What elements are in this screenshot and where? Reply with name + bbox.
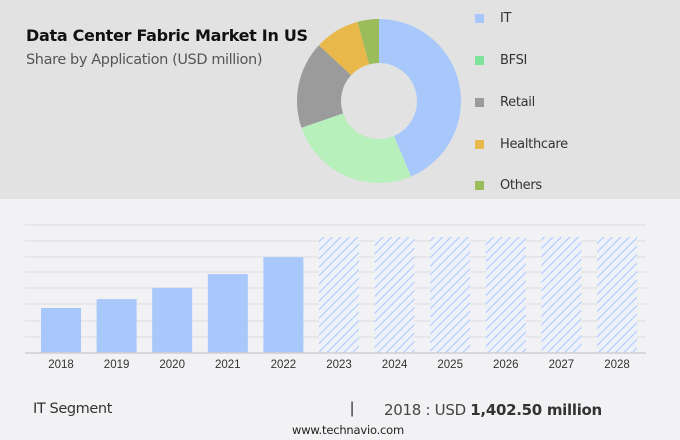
- chart-subtitle: Share by Application (USD million): [26, 52, 263, 68]
- legend-item-healthcare: Healthcare: [472, 135, 632, 155]
- legend-swatch-others: [475, 181, 484, 190]
- bar-2020: [152, 287, 193, 353]
- x-axis-label: 2020: [159, 359, 185, 371]
- legend-swatch-bfsi: [475, 56, 484, 65]
- segment-label: IT Segment: [33, 401, 112, 417]
- source-link[interactable]: www.technavio.com: [292, 423, 404, 437]
- donut-slice-retail: [297, 45, 352, 128]
- x-axis-label: 2027: [548, 359, 575, 371]
- chart-title: Data Center Fabric Market In US: [26, 26, 308, 45]
- legend-swatch-healthcare: [475, 140, 484, 149]
- bar-2022: [263, 257, 304, 353]
- x-axis-label: 2018: [48, 359, 74, 371]
- divider: |: [350, 400, 355, 417]
- x-axis-label: 2021: [215, 359, 241, 371]
- segment-value: 2018 : USD 1,402.50 million: [384, 401, 602, 419]
- bar-2024: [374, 237, 415, 353]
- legend-label: BFSI: [500, 53, 528, 68]
- legend-item-bfsi: BFSI: [472, 51, 632, 71]
- bar-2021: [207, 274, 248, 353]
- bar-2025: [430, 237, 471, 353]
- bar-chart: [25, 224, 646, 354]
- legend-label: Retail: [500, 95, 535, 110]
- donut-slice-others: [357, 19, 379, 65]
- x-axis-label: 2019: [103, 359, 130, 371]
- x-axis-label: 2024: [381, 359, 408, 371]
- donut-slice-healthcare: [318, 21, 370, 76]
- bar-2028: [597, 237, 637, 353]
- legend-label: Healthcare: [500, 137, 568, 152]
- x-axis-label: 2023: [326, 359, 352, 371]
- legend-swatch-retail: [475, 98, 484, 107]
- legend-label: IT: [500, 11, 512, 26]
- legend-item-others: Others: [472, 176, 632, 196]
- value-prefix: 2018 : USD: [384, 401, 471, 419]
- bar-2027: [541, 237, 582, 353]
- legend-item-retail: Retail: [472, 93, 632, 113]
- legend-swatch-it: [475, 14, 484, 23]
- bar-2018: [41, 308, 81, 353]
- bar-2026: [485, 237, 526, 353]
- x-axis-label: 2028: [604, 359, 630, 371]
- x-axis-label: 2022: [270, 359, 297, 371]
- bar-2019: [96, 299, 137, 353]
- legend-label: Others: [500, 178, 542, 193]
- bar-2023: [319, 237, 359, 353]
- donut-chart: [297, 19, 461, 183]
- legend-item-it: IT: [472, 9, 632, 29]
- value-amount: 1,402.50 million: [470, 401, 602, 419]
- x-axis-label: 2026: [493, 359, 519, 371]
- donut-slice-bfsi: [301, 113, 412, 183]
- donut-slice-it: [379, 19, 461, 177]
- x-axis-label: 2025: [437, 359, 463, 371]
